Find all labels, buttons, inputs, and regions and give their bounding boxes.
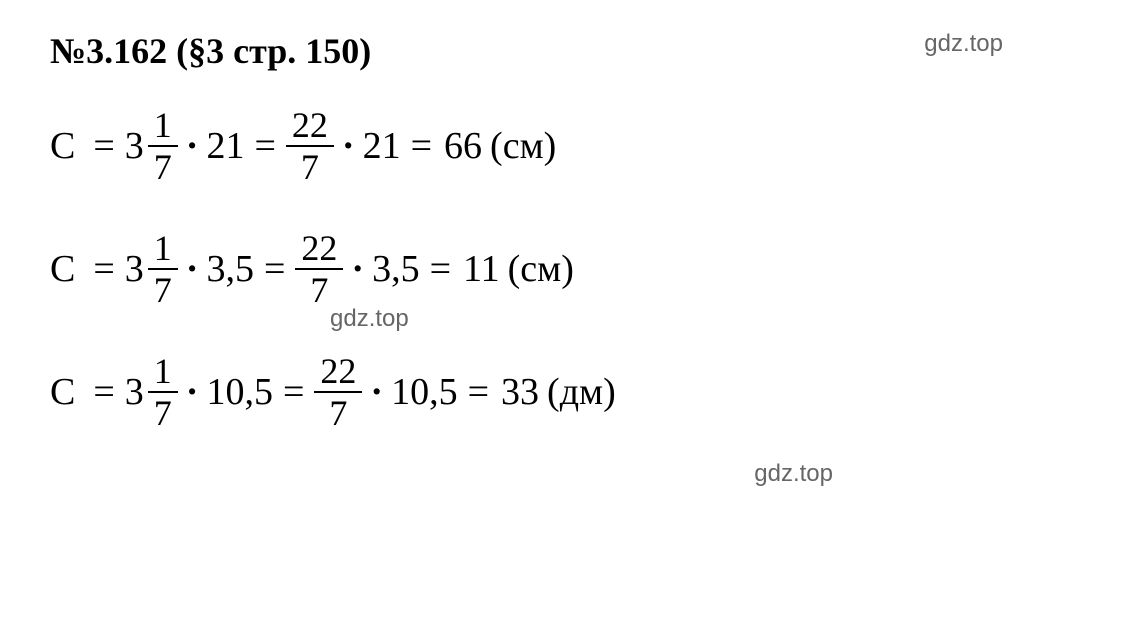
- mixed-number: 3 1 7: [125, 353, 178, 431]
- multiplier: 10,5: [206, 370, 273, 414]
- mixed-number: 3 1 7: [125, 230, 178, 308]
- unit: (дм): [547, 370, 616, 414]
- fraction: 1 7: [148, 107, 178, 185]
- mixed-number: 3 1 7: [125, 107, 178, 185]
- equation-3: C = 3 1 7 · 10,5 = 22 7 · 10,5 = 33 (дм): [50, 353, 1083, 431]
- equals-sign: =: [93, 370, 114, 414]
- denominator: 7: [148, 393, 178, 431]
- variable: C: [50, 247, 75, 291]
- numerator: 1: [148, 107, 178, 147]
- numerator: 22: [314, 353, 362, 393]
- denominator: 7: [323, 393, 353, 431]
- multiplier: 10,5: [391, 370, 458, 414]
- multiply-dot: ·: [186, 247, 199, 291]
- whole-part: 3: [125, 247, 144, 291]
- whole-part: 3: [125, 124, 144, 168]
- numerator: 22: [286, 107, 334, 147]
- multiplier: 3,5: [206, 247, 254, 291]
- equals-sign: =: [264, 247, 285, 291]
- multiplier: 21: [206, 124, 244, 168]
- improper-fraction: 22 7: [295, 230, 343, 308]
- watermark-middle: gdz.top: [330, 305, 409, 333]
- numerator: 1: [148, 230, 178, 270]
- result: 11: [463, 247, 500, 291]
- numerator: 22: [295, 230, 343, 270]
- equation-2: C = 3 1 7 · 3,5 = 22 7 · 3,5 = 11 (см): [50, 230, 1083, 308]
- multiplier: 3,5: [372, 247, 420, 291]
- denominator: 7: [295, 147, 325, 185]
- result: 33: [501, 370, 539, 414]
- denominator: 7: [148, 147, 178, 185]
- multiply-dot: ·: [370, 370, 383, 414]
- denominator: 7: [304, 270, 334, 308]
- numerator: 1: [148, 353, 178, 393]
- equation-1: C = 3 1 7 · 21 = 22 7 · 21 = 66 (см): [50, 107, 1083, 185]
- unit: (см): [490, 124, 556, 168]
- result: 66: [444, 124, 482, 168]
- multiply-dot: ·: [186, 124, 199, 168]
- equals-sign: =: [93, 247, 114, 291]
- watermark-top: gdz.top: [924, 30, 1003, 58]
- equals-sign: =: [411, 124, 432, 168]
- improper-fraction: 22 7: [314, 353, 362, 431]
- equals-sign: =: [254, 124, 275, 168]
- fraction: 1 7: [148, 230, 178, 308]
- multiplier: 21: [363, 124, 401, 168]
- equals-sign: =: [283, 370, 304, 414]
- fraction: 1 7: [148, 353, 178, 431]
- multiply-dot: ·: [351, 247, 364, 291]
- variable: C: [50, 124, 75, 168]
- whole-part: 3: [125, 370, 144, 414]
- variable: C: [50, 370, 75, 414]
- unit: (см): [508, 247, 574, 291]
- improper-fraction: 22 7: [286, 107, 334, 185]
- multiply-dot: ·: [342, 124, 355, 168]
- equals-sign: =: [93, 124, 114, 168]
- multiply-dot: ·: [186, 370, 199, 414]
- equals-sign: =: [468, 370, 489, 414]
- equals-sign: =: [430, 247, 451, 291]
- denominator: 7: [148, 270, 178, 308]
- watermark-bottom: gdz.top: [754, 460, 833, 488]
